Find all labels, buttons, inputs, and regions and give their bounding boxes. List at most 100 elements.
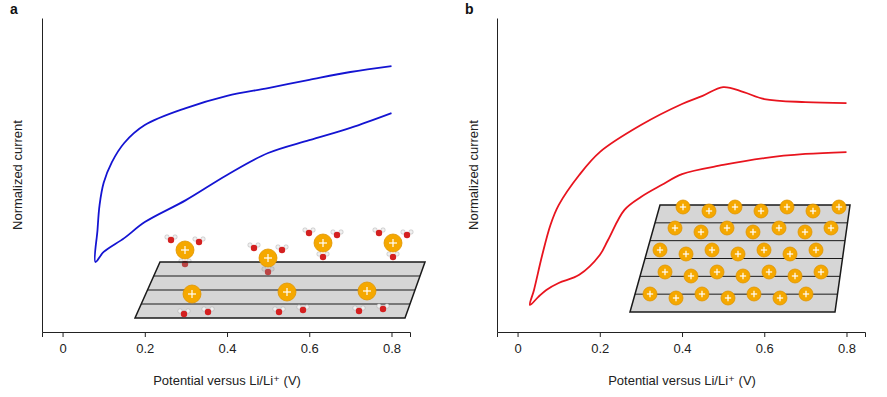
ion xyxy=(676,200,690,214)
ion-sign xyxy=(815,247,816,253)
plot-area xyxy=(530,87,847,305)
x-tick-label: 0.8 xyxy=(383,341,401,356)
ion-sign xyxy=(690,273,691,279)
water-o xyxy=(376,230,382,236)
illustration xyxy=(135,228,425,318)
x-tick-label: 0.2 xyxy=(136,341,154,356)
ion xyxy=(731,247,745,261)
x-tick-label: 0.4 xyxy=(673,341,691,356)
x-tick: 0 xyxy=(514,332,521,356)
ion xyxy=(176,241,194,259)
x-tick-mark xyxy=(145,332,146,337)
ion-sign xyxy=(742,273,743,279)
ion-sign xyxy=(191,290,192,298)
ion xyxy=(806,204,820,218)
x-tick-label: 0.2 xyxy=(591,341,609,356)
ion-sign xyxy=(779,295,780,301)
ion-sign xyxy=(701,291,702,297)
water-o xyxy=(320,254,326,260)
x-axis-title: Potential versus Li/Li⁺ (V) xyxy=(608,373,756,388)
ion-sign xyxy=(778,225,779,231)
cv-curve xyxy=(95,66,392,262)
ion-sign xyxy=(267,254,268,262)
ion-sign xyxy=(786,204,787,210)
x-tick-label: 0.4 xyxy=(218,341,236,356)
water-o xyxy=(196,239,202,245)
x-tick: 0.6 xyxy=(756,332,774,356)
graphene-bond xyxy=(655,222,848,223)
ion xyxy=(679,247,693,261)
panel-letter: b xyxy=(465,1,474,17)
x-tick-mark xyxy=(846,332,847,337)
ion-sign xyxy=(685,251,686,257)
plot-area xyxy=(95,66,392,262)
x-tick: 0.8 xyxy=(838,332,856,356)
x-tick-mark xyxy=(764,332,765,337)
ion xyxy=(643,287,657,301)
ion xyxy=(183,285,201,303)
x-tick: 0.6 xyxy=(301,332,319,356)
x-tick: 0.2 xyxy=(136,332,154,356)
ion xyxy=(757,243,771,257)
y-axis xyxy=(497,19,498,333)
ion xyxy=(658,265,672,279)
ion xyxy=(684,269,698,283)
ion xyxy=(754,204,768,218)
ion xyxy=(773,291,787,305)
ion-sign xyxy=(708,208,709,214)
ion-sign xyxy=(711,247,712,253)
ion-sign xyxy=(682,204,683,210)
ion xyxy=(783,247,797,261)
x-tick-mark xyxy=(63,332,64,337)
water-o xyxy=(279,247,285,253)
ion-sign xyxy=(804,229,805,235)
y-axis-line xyxy=(497,19,498,333)
panel: 0 0.2 0.4 0.6 0.8 b Potential versus Li/Li⁺ (V… xyxy=(465,1,866,388)
water-o xyxy=(404,232,410,238)
ion-sign xyxy=(734,204,735,210)
ion-sign xyxy=(700,229,701,235)
ion xyxy=(747,287,761,301)
x-tick-mark xyxy=(518,332,519,337)
ion xyxy=(746,225,760,239)
x-tick: 0.2 xyxy=(591,332,609,356)
ion-sign xyxy=(768,269,769,275)
graphene-bond xyxy=(141,304,410,305)
x-tick-mark xyxy=(600,332,601,337)
water-o xyxy=(390,254,396,260)
ion-sign xyxy=(716,269,717,275)
water-o xyxy=(380,306,386,312)
y-axis-line xyxy=(42,19,43,333)
ion-sign xyxy=(322,239,323,247)
ion xyxy=(720,221,734,235)
graphene-bond xyxy=(635,294,838,295)
ion-sign xyxy=(838,204,839,210)
ion xyxy=(762,265,776,279)
ion-sign xyxy=(805,291,806,297)
ion xyxy=(798,225,812,239)
ion xyxy=(799,287,813,301)
y-axis xyxy=(42,19,43,333)
ion-sign xyxy=(184,246,185,254)
ion xyxy=(653,243,667,257)
ion-sign xyxy=(675,295,676,301)
water-o xyxy=(168,237,174,243)
ion xyxy=(809,243,823,257)
ion xyxy=(259,249,277,267)
ion-sign xyxy=(752,229,753,235)
illustration xyxy=(630,200,850,312)
ion-sign xyxy=(794,273,795,279)
ion-sign xyxy=(726,225,727,231)
ion-sign xyxy=(664,269,665,275)
ion-sign xyxy=(674,225,675,231)
x-tick-mark xyxy=(309,332,310,337)
ion-sign xyxy=(812,208,813,214)
ion xyxy=(705,243,719,257)
ion xyxy=(788,269,802,283)
x-axis: 0 0.2 0.4 0.6 0.8 xyxy=(498,332,866,356)
x-tick-mark xyxy=(682,332,683,337)
x-tick-label: 0.6 xyxy=(301,341,319,356)
cv-curve xyxy=(530,87,847,305)
water-o xyxy=(306,230,312,236)
x-tick-label: 0 xyxy=(514,341,521,356)
